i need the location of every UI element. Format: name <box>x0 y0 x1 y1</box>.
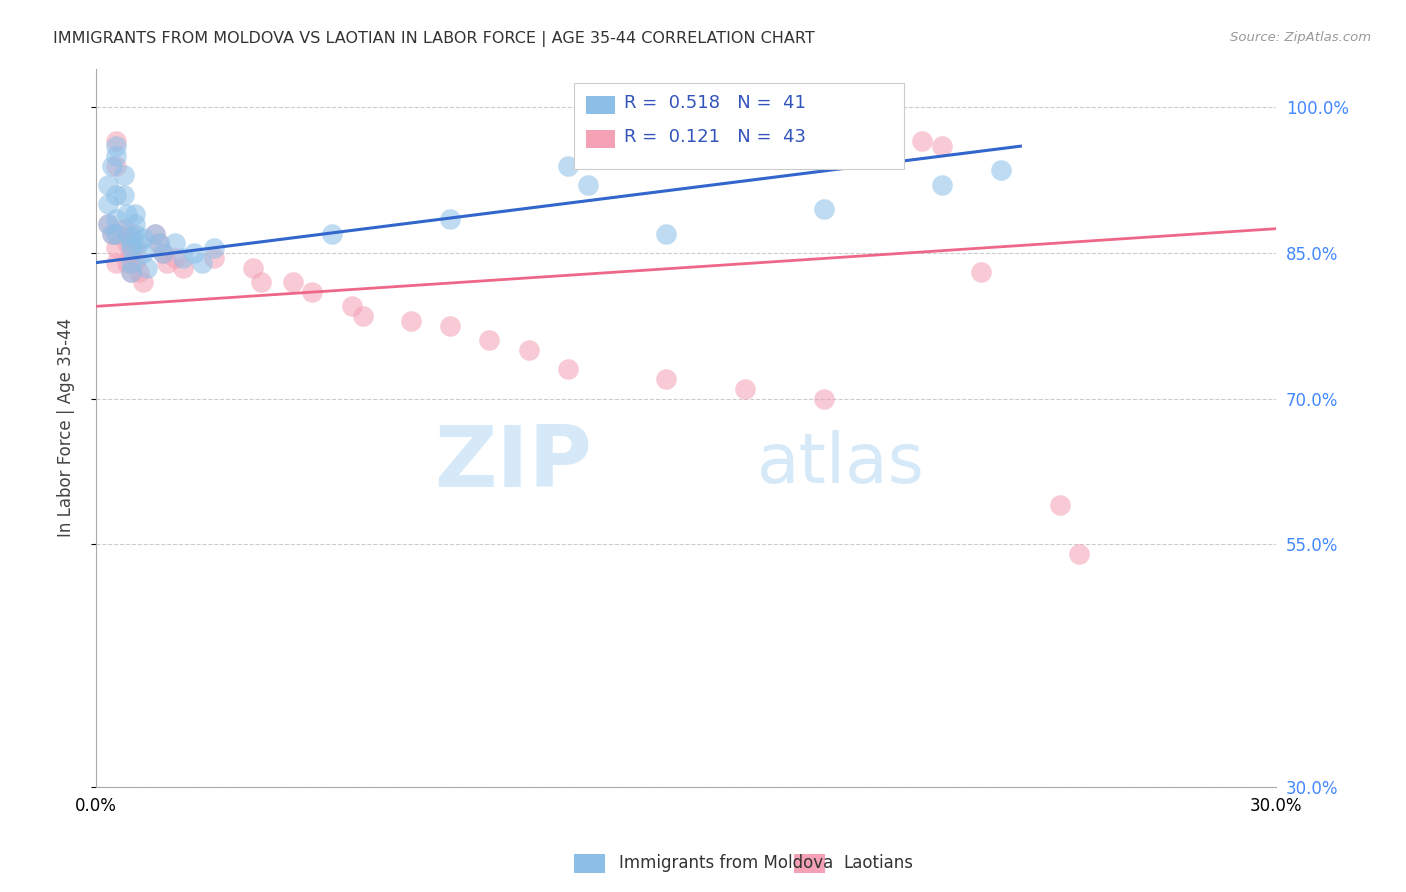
Point <box>163 251 186 265</box>
Bar <box>794 854 825 873</box>
Point <box>97 217 120 231</box>
Point <box>478 334 501 348</box>
Text: R =  0.518   N =  41: R = 0.518 N = 41 <box>623 94 806 112</box>
Point <box>655 372 678 386</box>
Point <box>439 211 461 226</box>
Point <box>120 265 142 279</box>
Point <box>97 178 120 192</box>
Point <box>734 382 756 396</box>
Point <box>655 227 678 241</box>
Point <box>172 260 194 275</box>
Point <box>117 255 139 269</box>
Point <box>104 139 127 153</box>
Point <box>128 265 150 279</box>
Text: Source: ZipAtlas.com: Source: ZipAtlas.com <box>1230 31 1371 45</box>
Point <box>124 217 146 231</box>
Point <box>353 309 375 323</box>
Point <box>990 163 1012 178</box>
Point <box>132 231 155 245</box>
Point <box>120 246 142 260</box>
Point <box>100 227 122 241</box>
Point <box>104 227 127 241</box>
Point <box>104 255 127 269</box>
Point <box>202 251 225 265</box>
Point <box>172 251 194 265</box>
Point <box>97 197 120 211</box>
Point <box>124 255 146 269</box>
Point <box>120 236 142 251</box>
Point <box>301 285 323 299</box>
Text: IMMIGRANTS FROM MOLDOVA VS LAOTIAN IN LABOR FORCE | AGE 35-44 CORRELATION CHART: IMMIGRANTS FROM MOLDOVA VS LAOTIAN IN LA… <box>53 31 815 47</box>
Point <box>124 227 146 241</box>
Text: Immigrants from Moldova: Immigrants from Moldova <box>619 855 832 872</box>
Point <box>1049 499 1071 513</box>
Point <box>132 275 155 289</box>
Text: ZIP: ZIP <box>434 422 592 505</box>
FancyBboxPatch shape <box>586 95 616 114</box>
Point <box>557 159 579 173</box>
Point <box>517 343 540 357</box>
Point <box>202 241 225 255</box>
Point <box>191 255 214 269</box>
Point <box>399 314 422 328</box>
Point <box>97 217 120 231</box>
Point <box>143 227 166 241</box>
Point <box>104 241 127 255</box>
Point <box>100 159 122 173</box>
Point <box>439 318 461 333</box>
Point <box>931 178 953 192</box>
Point <box>117 236 139 251</box>
Point <box>120 227 142 241</box>
Point <box>152 246 174 260</box>
Point <box>104 149 127 163</box>
Point <box>120 255 142 269</box>
Point <box>152 246 174 260</box>
Point <box>117 207 139 221</box>
Point <box>813 202 835 217</box>
Text: R =  0.121   N =  43: R = 0.121 N = 43 <box>623 128 806 145</box>
Point <box>148 236 170 251</box>
Point <box>112 187 135 202</box>
Point <box>112 169 135 183</box>
Point <box>340 299 363 313</box>
Point <box>104 159 127 173</box>
FancyBboxPatch shape <box>586 129 616 147</box>
Point <box>136 260 159 275</box>
Point <box>104 227 127 241</box>
Point <box>163 236 186 251</box>
Point <box>576 178 599 192</box>
Point <box>128 236 150 251</box>
Point <box>104 187 127 202</box>
Point <box>250 275 273 289</box>
Point <box>117 227 139 241</box>
Point <box>143 227 166 241</box>
Point <box>100 227 122 241</box>
Point <box>911 134 934 148</box>
Point <box>970 265 993 279</box>
Point <box>183 246 205 260</box>
Point <box>120 265 142 279</box>
Point <box>120 241 142 255</box>
Point <box>321 227 343 241</box>
Text: atlas: atlas <box>756 430 925 497</box>
Point <box>112 221 135 235</box>
Point <box>931 139 953 153</box>
FancyBboxPatch shape <box>574 83 904 169</box>
Point <box>104 134 127 148</box>
Point <box>124 207 146 221</box>
Y-axis label: In Labor Force | Age 35-44: In Labor Force | Age 35-44 <box>58 318 75 537</box>
Point <box>242 260 264 275</box>
Point <box>1069 547 1091 561</box>
Point <box>104 211 127 226</box>
Text: Laotians: Laotians <box>844 855 914 872</box>
Bar <box>574 854 605 873</box>
Point <box>148 236 170 251</box>
Point <box>132 246 155 260</box>
Point <box>156 255 179 269</box>
Point <box>813 392 835 406</box>
Point <box>124 241 146 255</box>
Point <box>557 362 579 376</box>
Point <box>281 275 304 289</box>
